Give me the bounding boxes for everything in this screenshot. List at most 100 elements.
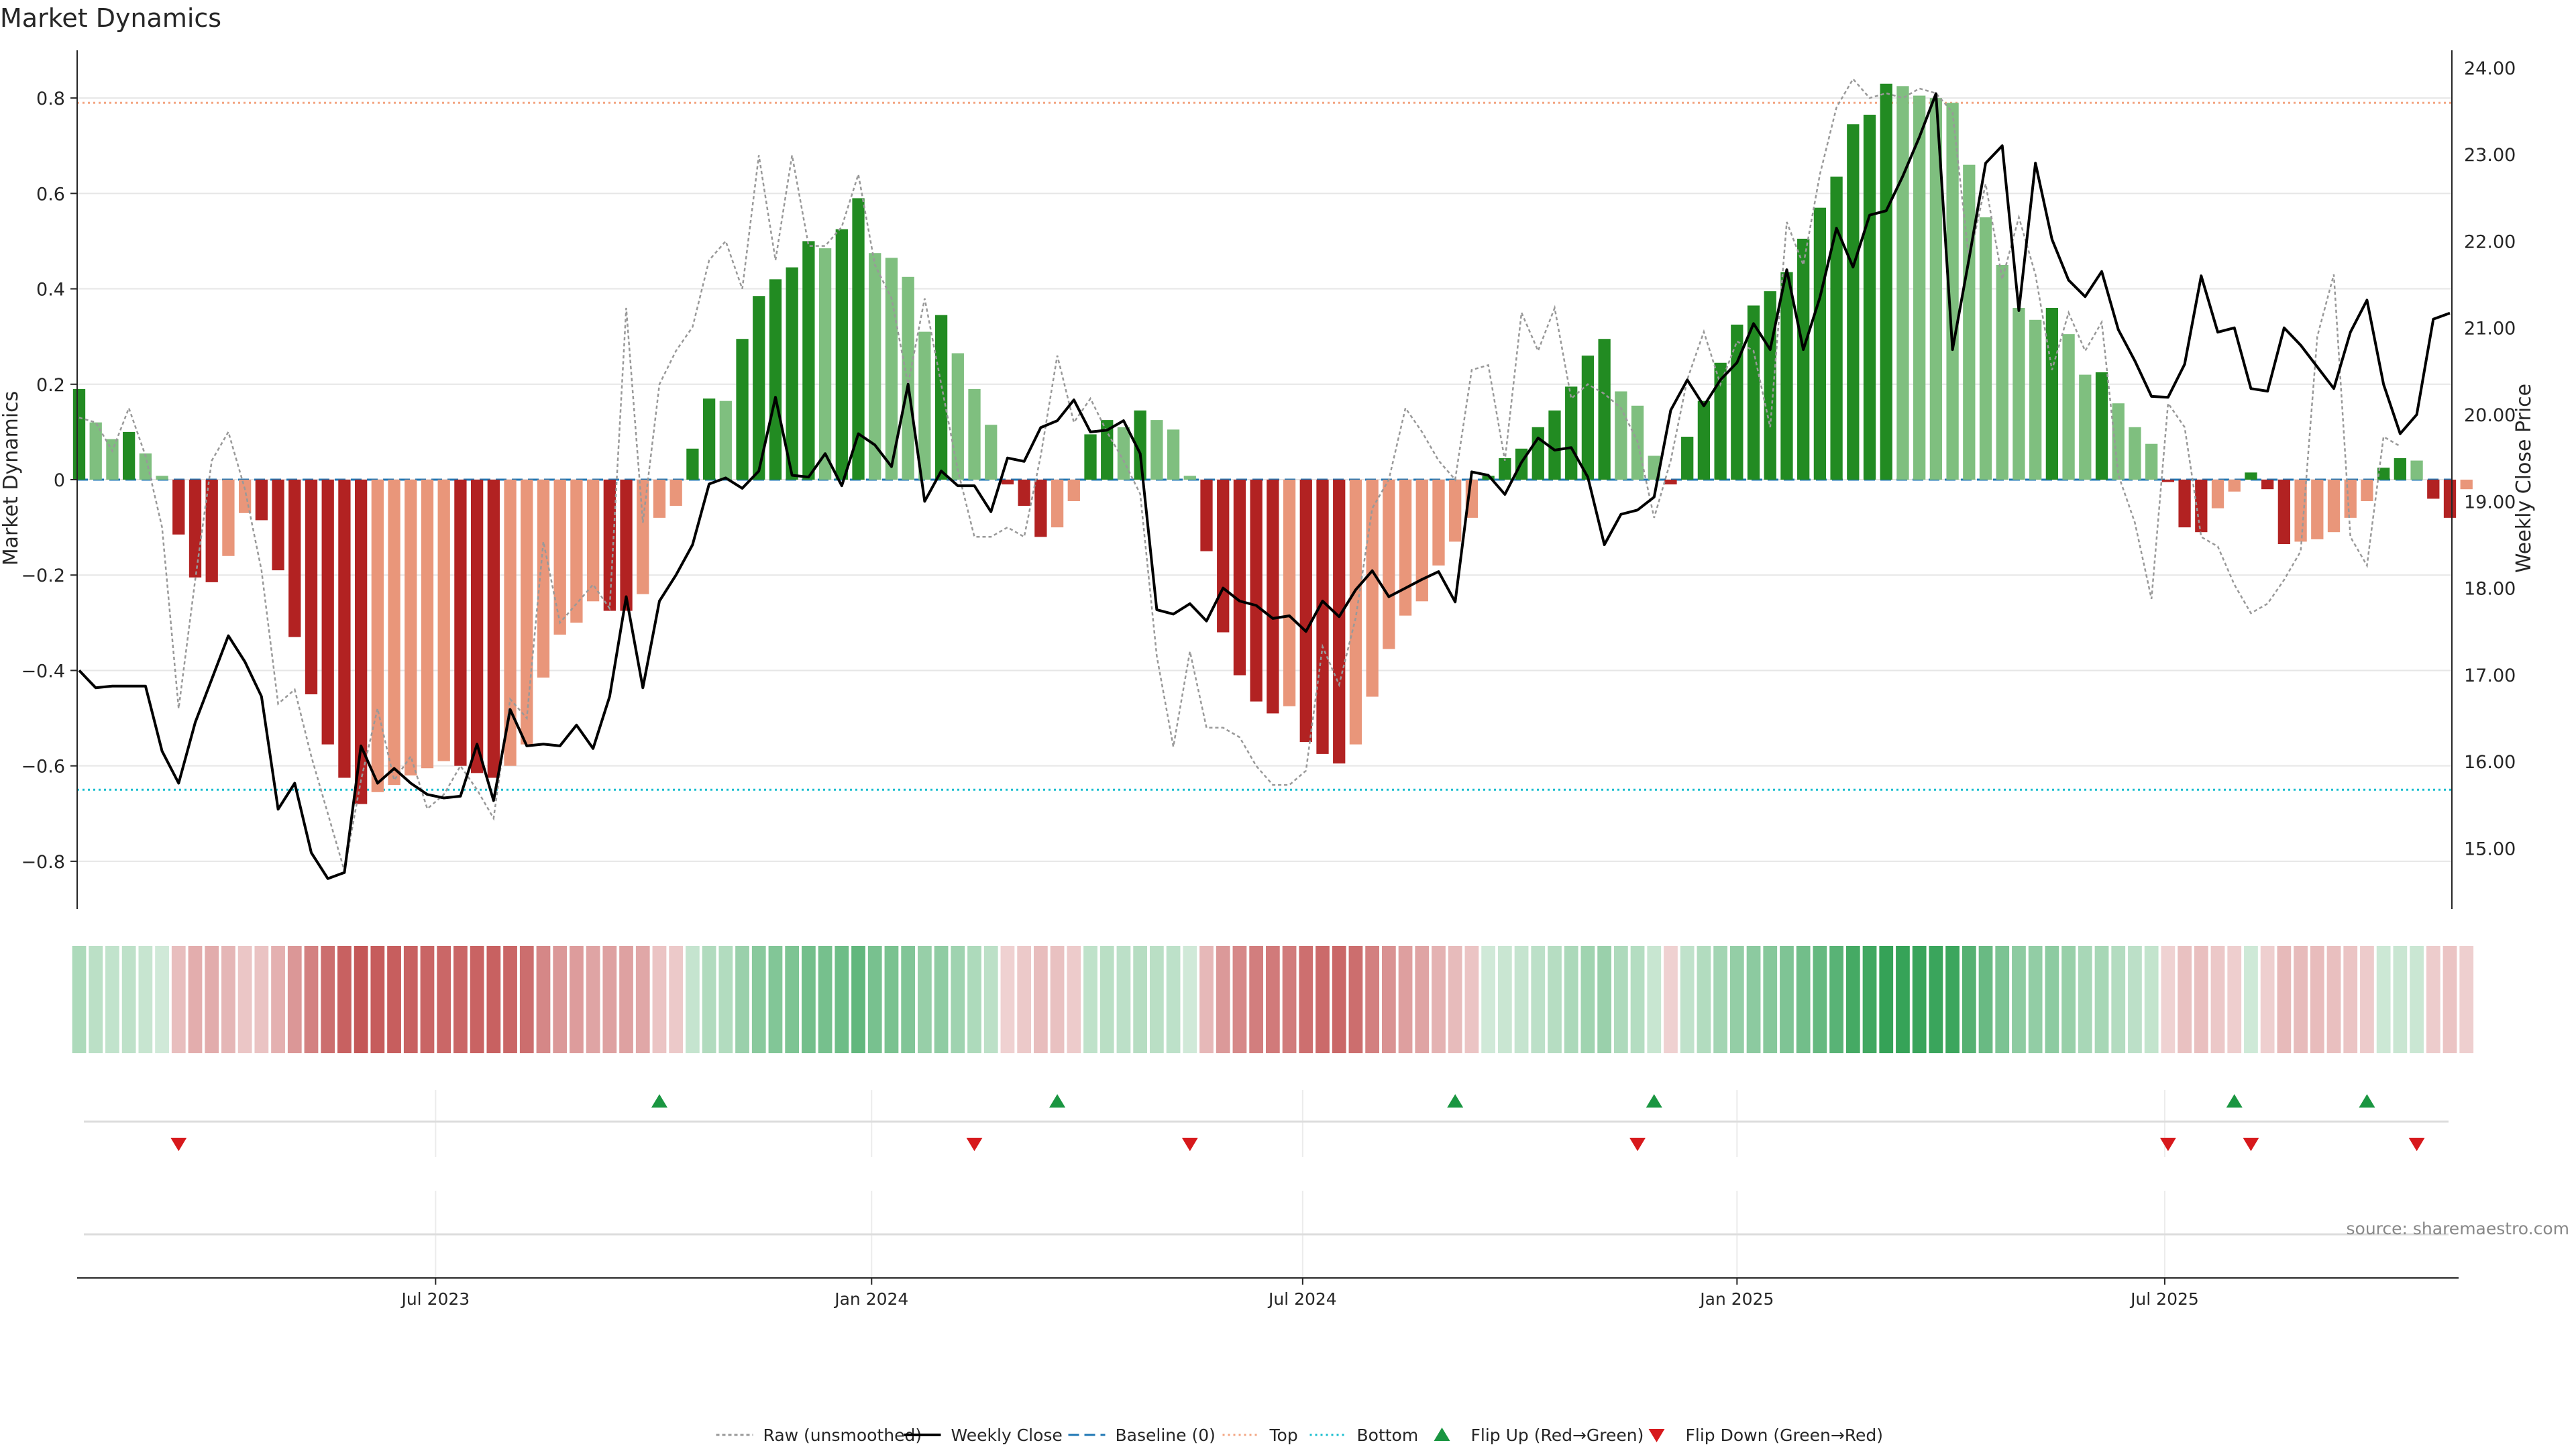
bar [1880,83,1892,480]
bar [156,476,168,480]
heatmap-cell [2111,946,2126,1053]
heatmap-cell [321,946,335,1053]
heatmap-cell [718,946,733,1053]
heatmap-cell [2144,946,2159,1053]
heatmap-cell [254,946,269,1053]
heatmap-cell [751,946,766,1053]
heatmap-cell [2326,946,2341,1053]
flip-up-marker [2359,1094,2375,1108]
heatmap-cell [2410,946,2424,1053]
heatmap-cell [1099,946,1114,1053]
heatmap-cell [2194,946,2208,1053]
heatmap-cell [1780,946,1794,1053]
heatmap-cell [1978,946,1993,1053]
heatmap-cell [1249,946,1264,1053]
flip-down-marker [1181,1138,1198,1151]
heatmap-cell [1962,946,1976,1053]
heatmap-cell [553,946,568,1053]
bar [702,398,716,480]
bar [2095,372,2108,480]
heatmap-cell [1348,946,1363,1053]
y-right-tick-label: 16.00 [2464,752,2516,773]
bar [1979,217,1992,480]
bar [2178,480,2191,528]
flip-up-marker [1447,1094,1464,1108]
heatmap-cell [1613,946,1628,1053]
bar [637,480,649,594]
heatmap-cell [1265,946,1280,1053]
bar [1946,103,1959,480]
heatmap-cell [1896,946,1910,1053]
heatmap-cell [2078,946,2092,1053]
bar [2145,443,2158,480]
heatmap-cell [1316,946,1330,1053]
heatmap-cell [570,946,584,1053]
bar [620,480,633,611]
heatmap-cell [1050,946,1065,1053]
legend-label: Flip Down (Green→Red) [1686,1426,1884,1445]
bar [1067,480,1080,501]
bar [2311,480,2324,539]
heatmap-cell [2343,946,2358,1053]
bar [1415,480,1428,602]
legend-label: Raw (unsmoothed) [763,1426,922,1445]
heatmap-cell [967,946,981,1053]
bar [934,315,948,480]
bar [1764,291,1776,480]
heatmap-cell [2178,946,2192,1053]
bar [1051,480,1064,528]
bar [1432,480,1445,566]
bar [1333,480,1346,764]
bar [1896,86,1909,480]
bar [1963,164,1976,480]
y-tick-label: −0.4 [21,661,65,682]
flip-up-marker [1049,1094,1066,1108]
heatmap-cell [1448,946,1462,1053]
bar [1482,476,1495,480]
heatmap-cell [1332,946,1346,1053]
heatmap-cell [1183,946,1197,1053]
bar [869,253,881,480]
bar [1217,480,1230,633]
heatmap-cell [702,946,716,1053]
bar [570,480,583,623]
y-tick-label: −0.6 [21,757,65,777]
bar [238,480,252,513]
bar [1913,95,1926,480]
bar [172,480,185,535]
bar [2195,480,2208,533]
bar [1681,437,1694,480]
bar [521,480,533,745]
heatmap-cell [1647,946,1662,1053]
bar [2261,480,2274,490]
y-right-tick-label: 19.00 [2464,492,2516,513]
y-tick-label: 0 [54,470,65,491]
bar [1847,124,1860,480]
legend-label: Baseline (0) [1116,1426,1216,1445]
bar [951,353,964,480]
heatmap-cell [2161,946,2176,1053]
heatmap-cell [1216,946,1230,1053]
heatmap-cell [89,946,103,1053]
legend-swatch [1434,1428,1450,1441]
bar [1731,324,1743,480]
bar [1283,480,1296,706]
heatmap-cell [1630,946,1645,1053]
bar [885,258,898,480]
heatmap-cell [304,946,319,1053]
heatmap-cell [1514,946,1529,1053]
heatmap-cell [536,946,551,1053]
heatmap-cell [2443,946,2457,1053]
heatmap-cell [271,946,285,1053]
x-tick-label: Jan 2025 [1699,1289,1774,1309]
heatmap-cell [138,946,153,1053]
bar [1316,480,1329,754]
heatmap-cell [1829,946,1843,1053]
bar [405,480,417,775]
heatmap-cell [1000,946,1015,1053]
bar [2394,458,2407,480]
flip-down-marker [2243,1138,2259,1151]
bar [354,480,368,804]
heatmap-cell [1299,946,1313,1053]
y-right-tick-label: 22.00 [2464,231,2516,252]
